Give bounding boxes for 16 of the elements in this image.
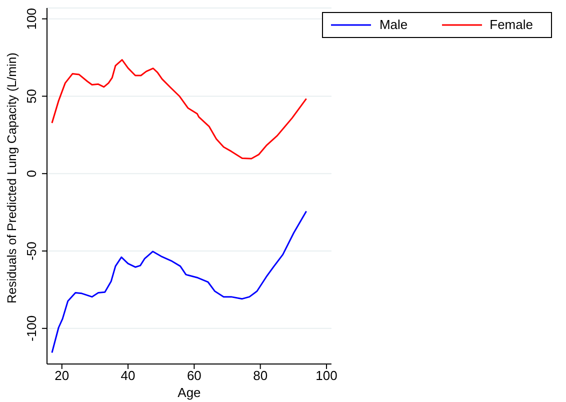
legend-label: Male [379,16,408,34]
x-tick-label: 20 [54,368,70,384]
x-tick-label: 40 [120,368,136,384]
x-axis-title: Age [178,385,201,400]
x-tick-label: 100 [316,368,338,384]
y-axis-title: Residuals of Predicted Lung Capacity (L/min) [5,52,19,304]
y-tick-label: 100 [24,8,39,30]
y-tick-label: -100 [24,315,39,342]
line-series [51,210,308,354]
y-tick-label: -50 [24,242,39,260]
line-series [51,59,308,160]
x-tick-label: 60 [186,368,202,384]
legend-label: Female [490,16,533,34]
y-tick-label: 50 [24,88,39,104]
y-tick-label: 0 [24,170,39,178]
x-tick-label: 80 [253,368,268,384]
